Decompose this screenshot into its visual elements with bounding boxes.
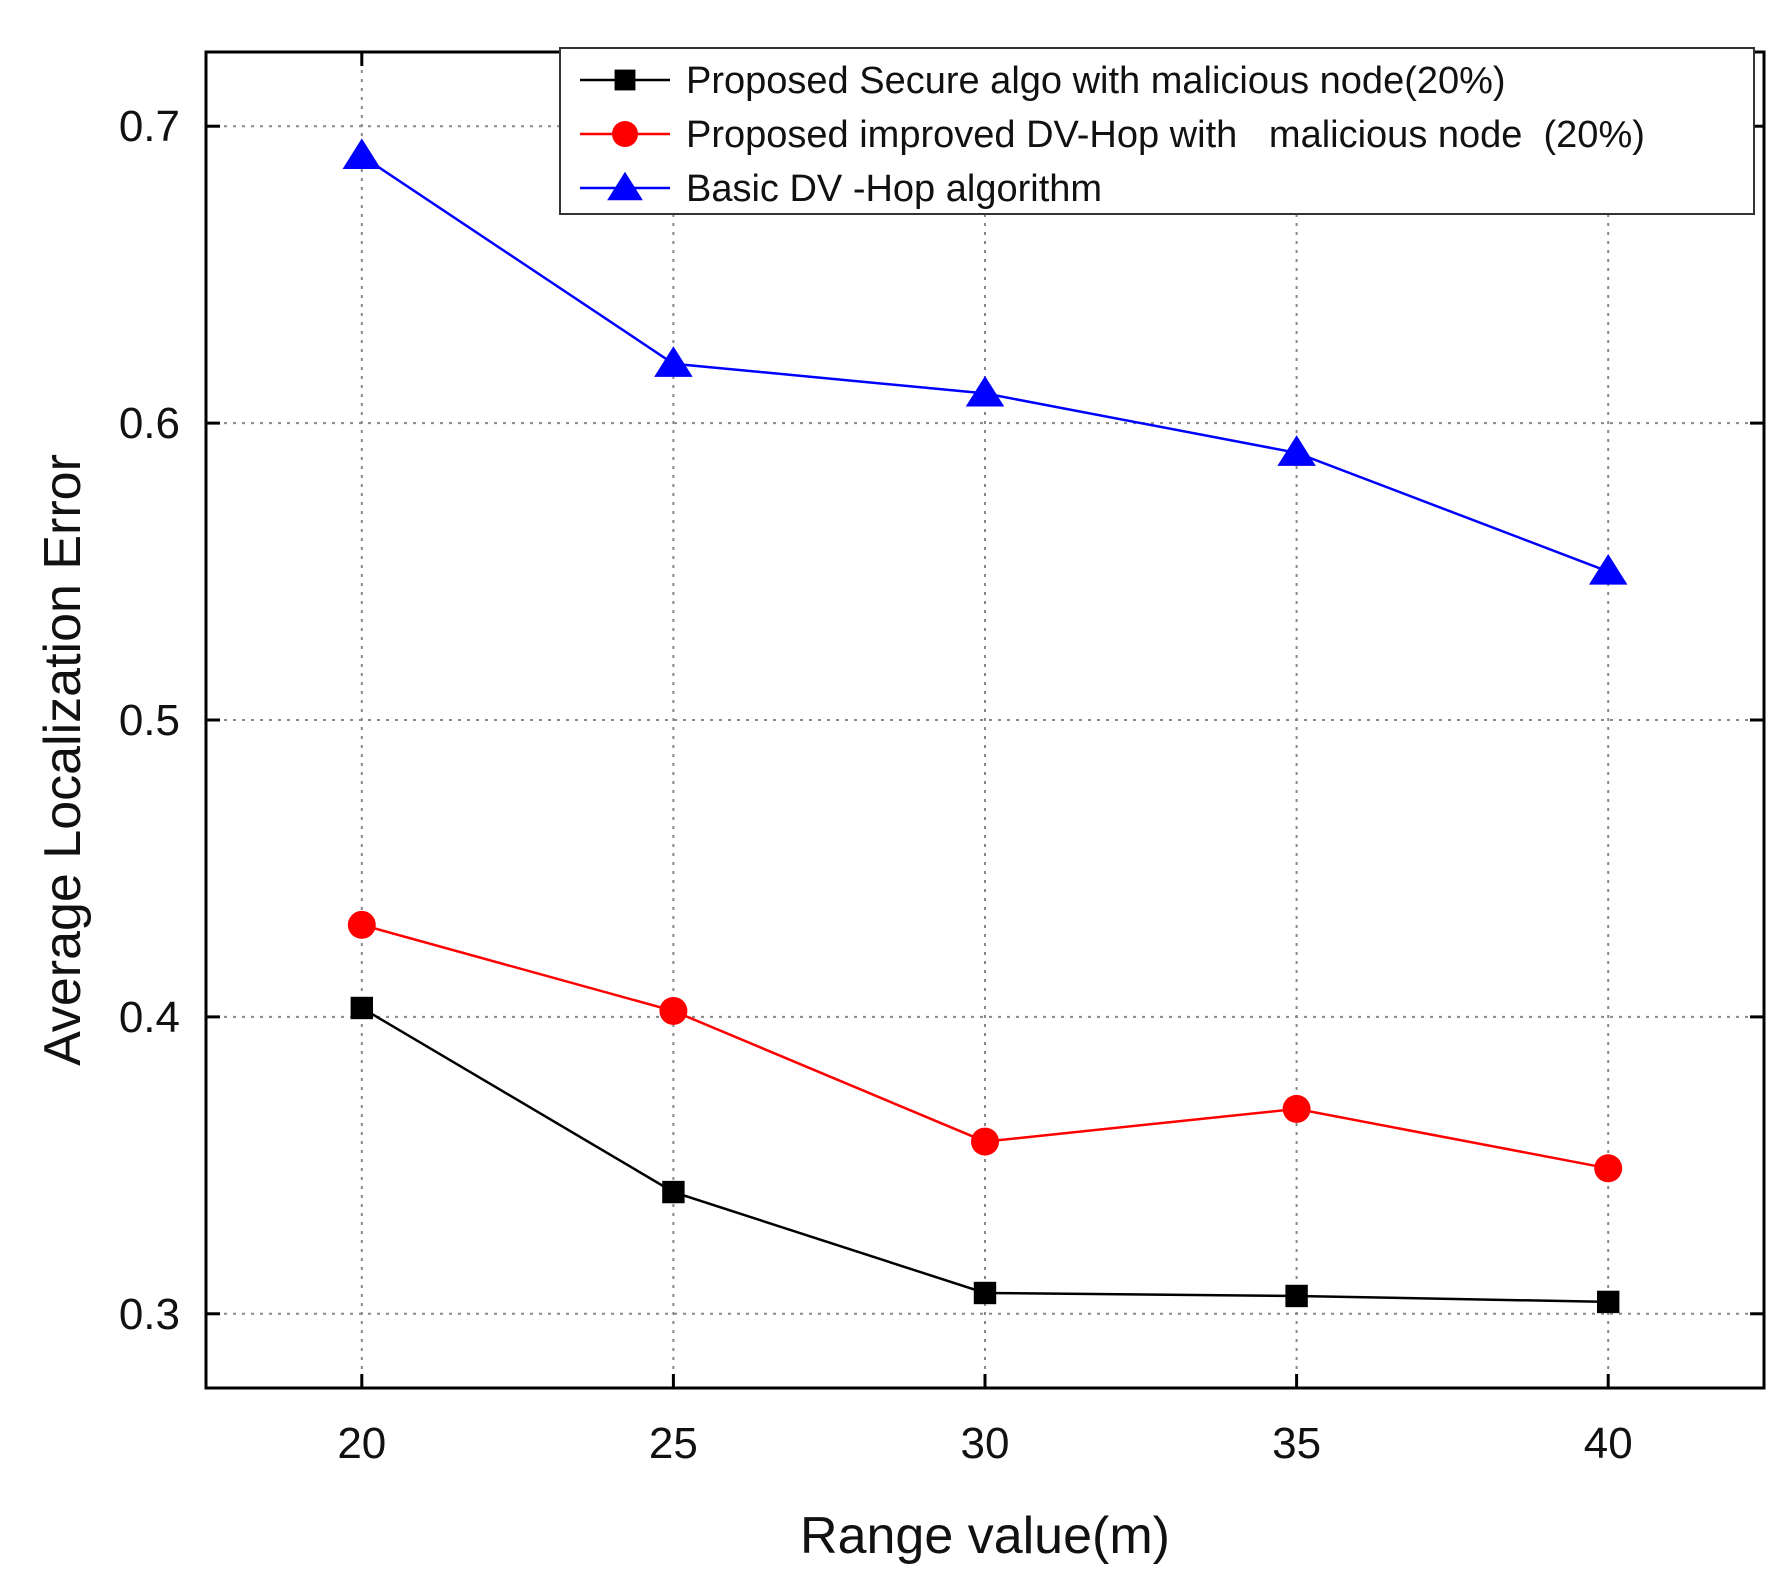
y-axis-label: Average Localization Error — [34, 454, 92, 1066]
data-point-circle — [1282, 1094, 1311, 1123]
legend-label: Proposed improved DV-Hop with malicious … — [686, 114, 1645, 156]
y-tick-label: 0.7 — [119, 102, 180, 151]
legend-item: Basic DV -Hop algorithm — [580, 168, 1102, 210]
data-point-circle — [1594, 1154, 1623, 1183]
series-2 — [347, 910, 1623, 1183]
data-point-square — [350, 996, 373, 1020]
data-point-triangle — [1277, 435, 1316, 466]
data-point-square — [1285, 1284, 1308, 1308]
x-axis-label: Range value(m) — [800, 1507, 1170, 1565]
x-tick-label: 35 — [1272, 1419, 1321, 1468]
series-lines — [342, 138, 1628, 1314]
legend-item: Proposed improved DV-Hop with malicious … — [580, 114, 1645, 156]
data-point-triangle — [965, 375, 1005, 407]
legend-marker-square — [614, 69, 636, 91]
series-line — [361, 154, 1609, 573]
legend-label: Proposed Secure algo with malicious node… — [686, 60, 1506, 102]
data-point-triangle — [654, 346, 693, 377]
y-tick-label: 0.5 — [119, 696, 180, 745]
x-tick-label: 40 — [1584, 1419, 1633, 1468]
y-tick-label: 0.4 — [119, 993, 180, 1042]
data-point-circle — [347, 910, 376, 939]
data-point-circle — [971, 1127, 999, 1156]
x-tick-label: 20 — [337, 1419, 386, 1468]
series-1 — [350, 996, 1620, 1314]
y-tick-label: 0.3 — [119, 1290, 180, 1339]
axis-ticks: 20 25 30 35 40 0.3 0.4 0.5 0.6 0.7 — [119, 52, 1764, 1468]
legend-label: Basic DV -Hop algorithm — [686, 168, 1102, 210]
gridlines — [206, 52, 1764, 1388]
legend-item: Proposed Secure algo with malicious node… — [580, 60, 1506, 102]
x-tick-label: 30 — [961, 1419, 1010, 1468]
data-point-triangle — [342, 138, 382, 170]
data-point-square — [973, 1281, 997, 1305]
legend: Proposed Secure algo with malicious node… — [559, 47, 1755, 215]
data-point-square — [662, 1180, 685, 1204]
data-point-square — [1597, 1290, 1620, 1314]
data-point-circle — [659, 996, 688, 1025]
y-tick-label: 0.6 — [119, 399, 180, 448]
legend-marker-circle — [612, 121, 638, 147]
data-point-triangle — [1588, 554, 1628, 585]
legend-box — [559, 47, 1755, 215]
x-tick-label: 25 — [649, 1419, 698, 1468]
series-3 — [342, 138, 1628, 585]
legend-marker-triangle — [607, 171, 643, 201]
